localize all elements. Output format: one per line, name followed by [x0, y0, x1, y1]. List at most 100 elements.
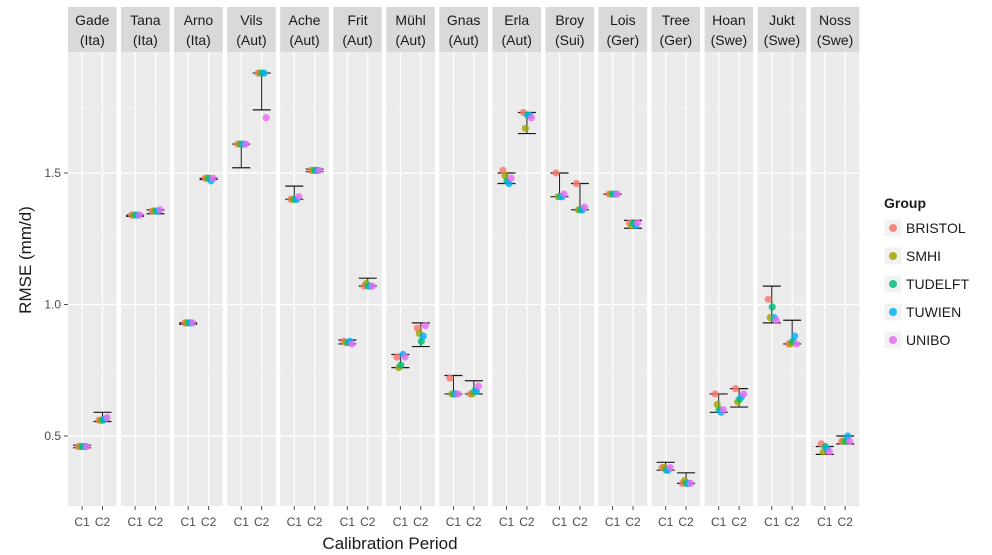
panel-background	[121, 52, 170, 506]
strip-header	[598, 7, 648, 52]
strip-country: (Aut)	[289, 32, 319, 48]
strip-header	[174, 7, 223, 52]
x-tick-label: C1	[127, 515, 143, 529]
x-tick-label: C2	[254, 515, 270, 529]
strip-site-name: Lois	[610, 12, 636, 28]
x-tick-label: C2	[784, 515, 800, 529]
data-point-unibo	[719, 406, 727, 414]
facet-panel: Mühl (Aut) C1 C2	[386, 7, 435, 529]
data-point-unibo	[82, 442, 91, 451]
data-point-bristol	[552, 169, 560, 177]
data-point-unibo	[613, 190, 621, 198]
data-point-bristol	[446, 374, 454, 382]
facet-panel: Tana (Ita) C1 C2	[121, 7, 170, 529]
data-point-unibo	[686, 479, 695, 487]
x-tick-label: C1	[764, 515, 780, 529]
panel-background	[280, 52, 329, 506]
data-point-unibo	[295, 193, 303, 201]
legend-label: TUDELFT	[906, 276, 969, 292]
strip-header	[757, 7, 807, 52]
x-tick-label: C2	[519, 515, 535, 529]
facet-panel: Hoan (Swe) C1 C2	[704, 7, 754, 529]
x-tick-label: C1	[605, 515, 621, 529]
facet-panel: Jukt (Swe) C1 C2	[757, 7, 807, 529]
legend-label: BRISTOL	[906, 220, 966, 236]
x-tick-label: C2	[838, 515, 854, 529]
data-point-bristol	[764, 295, 772, 303]
data-point-unibo	[666, 463, 674, 472]
legend-label: TUWIEN	[906, 304, 961, 320]
x-tick-label: C1	[817, 515, 833, 529]
strip-site-name: Arno	[184, 12, 214, 28]
x-tick-label: C2	[95, 515, 111, 529]
strip-country: (Ita)	[80, 32, 105, 48]
data-point-tuwien	[791, 332, 799, 340]
facet-panel: Gnas (Aut) C1 C2	[439, 7, 488, 529]
data-point-unibo	[846, 437, 854, 445]
data-point-unibo	[507, 174, 515, 182]
panel-background	[545, 52, 595, 506]
legend-entry: SMHI	[883, 246, 941, 266]
legend-key-dot	[889, 308, 897, 316]
legend-entry: UNIBO	[883, 330, 950, 350]
x-tick-label: C2	[731, 515, 747, 529]
strip-header	[492, 7, 541, 52]
strip-header	[545, 7, 595, 52]
data-point-unibo	[189, 319, 197, 327]
data-point-bristol	[393, 353, 401, 361]
x-tick-label: C1	[234, 515, 250, 529]
data-point-unibo	[136, 211, 144, 219]
data-point-tudelft	[768, 303, 776, 311]
strip-header	[121, 7, 170, 52]
data-point-tudelft	[397, 361, 405, 369]
data-point-unibo	[421, 321, 429, 330]
data-point-unibo	[103, 413, 111, 422]
x-tick-label: C2	[572, 515, 588, 529]
strip-header	[333, 7, 382, 52]
strip-site-name: Hoan	[712, 12, 745, 28]
facet-panel: Vils (Aut) C1 C2	[227, 7, 276, 529]
strip-header	[227, 7, 276, 52]
x-tick-label: C1	[340, 515, 356, 529]
panel-background	[492, 52, 541, 506]
x-tick-label: C1	[393, 515, 409, 529]
legend-key-dot	[889, 336, 897, 344]
data-point-unibo	[793, 340, 801, 348]
strip-country: (Sui)	[555, 32, 585, 48]
panel-background	[651, 52, 701, 506]
panel-background	[757, 52, 807, 506]
facet-panel: Ache (Aut) C1 C2	[280, 7, 329, 529]
data-point-unibo	[740, 390, 748, 398]
facet-panel: Arno (Ita) C1 C2	[174, 7, 223, 529]
x-axis-title: Calibration Period	[322, 534, 457, 553]
strip-header	[704, 7, 754, 52]
x-tick-label: C1	[446, 515, 462, 529]
data-point-bristol	[711, 390, 719, 398]
strip-header	[810, 7, 860, 52]
x-tick-label: C2	[678, 515, 694, 529]
legend-entry: BRISTOL	[883, 218, 966, 238]
y-tick-label: 1.0	[44, 298, 61, 312]
legend-key-dot	[889, 224, 897, 232]
strip-country: (Swe)	[711, 32, 748, 48]
legend: Group BRISTOL SMHI TUDELFT TUWIEN UNIBO	[883, 195, 969, 350]
x-tick-label: C2	[201, 515, 217, 529]
strip-header	[280, 7, 329, 52]
panel-background	[598, 52, 648, 506]
panel-background	[810, 52, 860, 506]
x-tick-label: C1	[74, 515, 90, 529]
x-tick-label: C1	[658, 515, 674, 529]
strip-site-name: Gnas	[447, 12, 480, 28]
legend-key-dot	[889, 252, 897, 260]
strip-site-name: Ache	[289, 12, 321, 28]
strip-site-name: Jukt	[769, 12, 795, 28]
data-point-unibo	[772, 316, 780, 324]
panel-background	[174, 52, 223, 506]
x-tick-label: C2	[148, 515, 164, 529]
legend-label: SMHI	[906, 248, 941, 264]
x-tick-label: C2	[413, 515, 429, 529]
strip-country: (Aut)	[448, 32, 478, 48]
facet-panel: Noss (Swe) C1 C2	[810, 7, 860, 529]
x-tick-label: C2	[625, 515, 641, 529]
data-point-unibo	[315, 166, 323, 174]
